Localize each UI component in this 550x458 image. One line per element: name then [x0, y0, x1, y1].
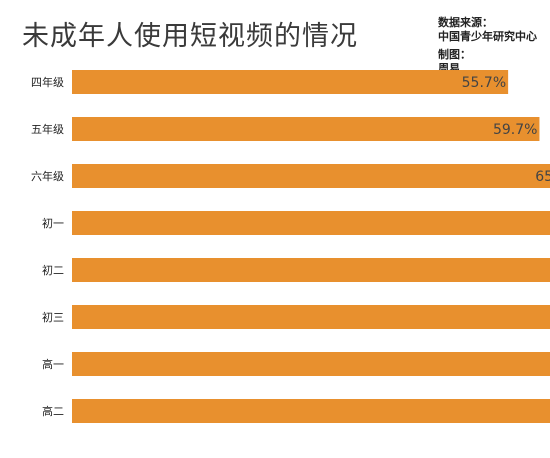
bar [72, 305, 550, 329]
category-label: 四年级 [31, 75, 64, 89]
category-label: 初一 [42, 216, 64, 230]
bar [72, 164, 550, 188]
bar [72, 211, 550, 235]
source-block: 数据来源： 中国青少年研究中心 制图： 周易 [438, 16, 537, 76]
category-label: 高二 [42, 404, 64, 418]
value-label: 59.7% [493, 122, 537, 138]
bar [72, 70, 509, 94]
category-label: 初二 [42, 263, 64, 277]
category-label: 六年级 [31, 169, 64, 183]
value-label: 65.1% [535, 169, 550, 185]
source-label: 数据来源： [438, 16, 493, 29]
value-label: 55.7% [462, 75, 506, 91]
category-label: 高一 [42, 357, 64, 371]
bar [72, 399, 550, 423]
credit-label: 制图： [438, 48, 471, 61]
bar [72, 117, 540, 141]
bar [72, 258, 550, 282]
source-value: 中国青少年研究中心 [438, 30, 537, 43]
category-label: 初三 [42, 310, 64, 324]
category-label: 五年级 [31, 122, 64, 136]
bar [72, 352, 550, 376]
chart-title: 未成年人使用短视频的情况 [22, 21, 358, 52]
